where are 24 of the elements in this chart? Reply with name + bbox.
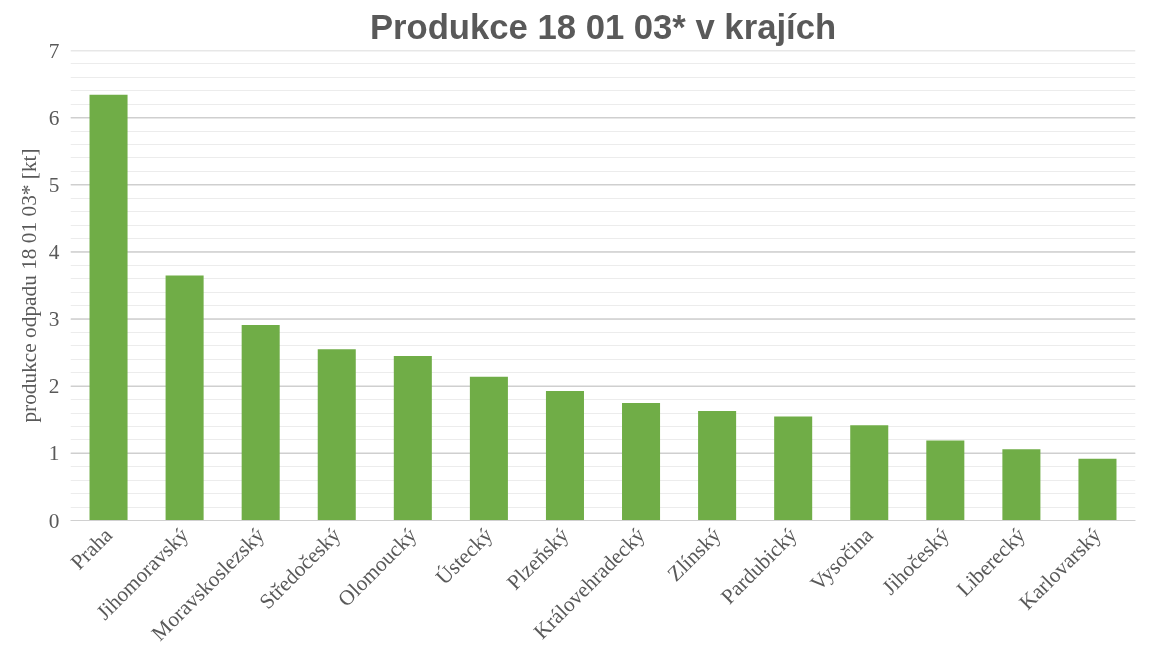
bar [774,416,813,521]
bar [393,356,432,521]
bar [698,411,737,521]
y-tick-label: 5 [48,172,60,197]
bar [850,425,889,521]
bar [1078,458,1117,521]
y-tick-label: 3 [48,307,60,332]
bar [926,440,965,521]
y-tick-label: 0 [48,508,60,533]
y-tick-label: 1 [48,441,60,466]
bar [241,325,280,521]
bar [469,376,508,521]
bar [1002,449,1041,521]
bar [317,349,356,521]
y-tick-label: 2 [48,374,60,399]
y-tick-label: 6 [48,105,60,130]
y-tick-label: 4 [48,239,60,264]
bar [165,275,204,521]
bar [622,403,661,521]
bar [89,94,128,521]
y-tick-label: 7 [48,38,60,63]
y-axis-title: produkce odpadu 18 01 03* [kt] [16,148,41,423]
bar [545,390,584,521]
chart-title: Produkce 18 01 03* v krajích [369,7,837,46]
